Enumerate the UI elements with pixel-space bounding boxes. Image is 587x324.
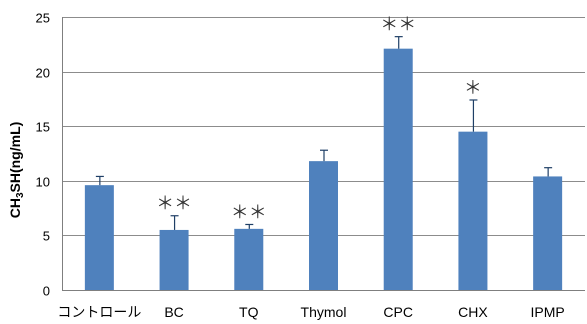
significance-mark: ＊＊	[231, 202, 267, 223]
y-tick-label: 10	[36, 175, 50, 190]
tick-labels: 0 5 10 15 20 25 コントロール ＊＊ BC ＊＊ TQ Thymol ＊＊ CPC ＊ CHX I…	[36, 11, 565, 321]
bar	[458, 131, 488, 290]
y-tick-label: 20	[36, 66, 50, 81]
y-axis-label: CH3SH(ng/mL)	[7, 122, 26, 219]
x-tick-label: IPMP	[531, 304, 565, 320]
significance-mark: ＊＊	[380, 15, 416, 36]
y-tick-label: 15	[36, 120, 50, 135]
y-tick-label: 5	[43, 229, 50, 244]
significance-mark: ＊＊	[156, 194, 192, 215]
x-tick-label: CPC	[383, 304, 413, 320]
x-tick-label: BC	[164, 304, 183, 320]
bar	[234, 228, 264, 290]
x-tick-label: TQ	[239, 304, 259, 320]
significance-mark: ＊	[464, 78, 482, 99]
x-tick-label: Thymol	[301, 304, 347, 320]
x-tick-label: コントロール	[57, 304, 141, 320]
bar	[309, 161, 338, 290]
bar	[159, 229, 189, 290]
x-tick-label: CHX	[458, 304, 488, 320]
y-tick-label: 0	[43, 284, 50, 299]
bar	[383, 48, 413, 290]
bar	[533, 176, 563, 290]
grid-lines	[62, 17, 585, 236]
bars	[84, 36, 563, 290]
bar	[84, 185, 114, 290]
y-tick-label: 25	[36, 11, 50, 26]
